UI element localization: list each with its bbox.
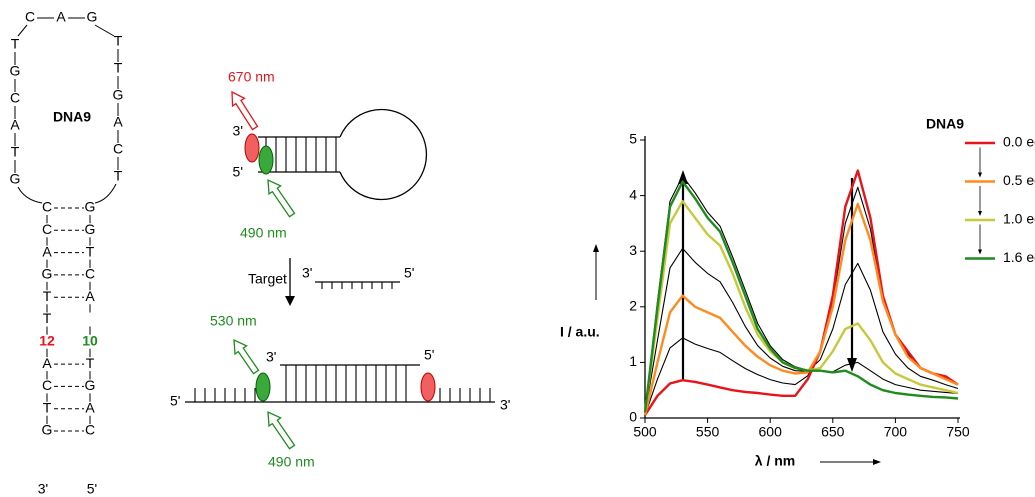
base-letter: G (42, 266, 53, 282)
hollow-arrow (234, 340, 259, 374)
legend-label: 0.5 eq. (1003, 172, 1035, 188)
spectrum-line (645, 171, 958, 416)
legend-arrow (978, 173, 982, 178)
legend-label: 1.0 eq. (1003, 211, 1035, 227)
y-tick-label: 4 (629, 186, 637, 202)
page: 670 nm 3' 5' 490 nm Target 3' 5' 530 nm … (0, 0, 1035, 497)
base-letter: 10 (82, 333, 98, 349)
base-letter: A (56, 9, 66, 25)
figure: 670 nm 3' 5' 490 nm Target 3' 5' 530 nm … (0, 0, 1035, 497)
base-letter: A (10, 117, 20, 133)
end-label: 5' (233, 164, 243, 180)
x-tick-label: 750 (946, 424, 970, 440)
end-label: 5' (170, 393, 180, 409)
x-tick-label: 650 (821, 424, 845, 440)
base-letter: C (42, 377, 52, 393)
base-letter: A (42, 243, 52, 259)
red-dye (245, 134, 259, 162)
base-letter: A (85, 399, 95, 415)
end-label: 3' (302, 265, 312, 281)
y-tick-label: 1 (629, 353, 637, 369)
backbone (95, 25, 114, 36)
backbone (18, 187, 42, 203)
base-letter: A (42, 355, 52, 371)
backbone (95, 184, 116, 203)
green-dye (256, 373, 270, 401)
base-letter: C (25, 9, 35, 25)
base-letter: T (86, 355, 95, 371)
base-letter: G (87, 9, 98, 25)
base-letter: G (113, 87, 124, 103)
end-label: 5' (424, 347, 434, 363)
base-letter: G (85, 221, 96, 237)
y-axis-label: I / a.u. (560, 324, 600, 340)
emission-label: 670 nm (228, 69, 275, 85)
base-letter: T (86, 243, 95, 259)
base-letter: T (43, 310, 52, 326)
x-tick-label: 700 (884, 424, 908, 440)
end-label: 5' (87, 481, 97, 497)
x-axis-label: λ / nm (755, 453, 795, 469)
spectrum-line (645, 176, 958, 412)
y-tick-label: 3 (629, 242, 637, 258)
end-label: 3' (266, 349, 276, 365)
legend-arrow (978, 250, 982, 255)
legend-arrow (978, 211, 982, 216)
base-letter: G (10, 63, 21, 79)
legend-label: 0.0 eq. (1003, 134, 1035, 150)
spectrum-line (645, 204, 958, 415)
base-letter: C (85, 266, 95, 282)
base-letter: T (11, 144, 20, 160)
spectrum-line (645, 182, 958, 413)
green-dye (259, 146, 273, 174)
arrow-head (285, 296, 295, 306)
base-letter: T (114, 168, 123, 184)
base-letter: G (85, 199, 96, 215)
base-letter: G (85, 377, 96, 393)
end-label: 3' (500, 397, 510, 413)
base-letter: C (42, 221, 52, 237)
base-letter: 12 (39, 333, 55, 349)
excitation-label: 490 nm (240, 225, 287, 241)
legend-label: 1.6 eq. (1003, 249, 1035, 265)
legend-title: DNA9 (926, 116, 964, 132)
base-letter: DNA9 (53, 109, 91, 125)
x-tick-label: 600 (759, 424, 783, 440)
base-letter: G (42, 422, 53, 438)
base-letter: C (10, 90, 20, 106)
y-tick-label: 2 (629, 298, 637, 314)
base-letter: G (10, 171, 21, 187)
base-letter: A (85, 288, 95, 304)
hollow-arrow (268, 412, 295, 449)
excitation-label: 490 nm (268, 454, 315, 470)
base-letter: C (85, 422, 95, 438)
base-letter: T (43, 399, 52, 415)
backbone (18, 25, 27, 36)
base-letter: T (114, 33, 123, 49)
x-tick-label: 500 (633, 424, 657, 440)
base-letter: T (114, 60, 123, 76)
base-letter: C (113, 141, 123, 157)
base-letter: T (11, 36, 20, 52)
end-label: 3' (38, 481, 48, 497)
red-dye (421, 373, 435, 401)
y-tick-label: 0 (629, 409, 637, 425)
end-label: 3' (233, 123, 243, 139)
emission-label: 530 nm (210, 313, 257, 329)
base-letter: T (43, 288, 52, 304)
base-letter: C (42, 199, 52, 215)
hollow-arrow (268, 180, 295, 217)
x-tick-label: 550 (696, 424, 720, 440)
axis-arrow (873, 459, 881, 465)
axis-arrow (593, 244, 599, 252)
y-tick-label: 5 (629, 131, 637, 147)
base-letter: A (113, 114, 123, 130)
step-label: Target (248, 271, 287, 287)
end-label: 5' (404, 265, 414, 281)
beacon-shape (185, 110, 495, 403)
